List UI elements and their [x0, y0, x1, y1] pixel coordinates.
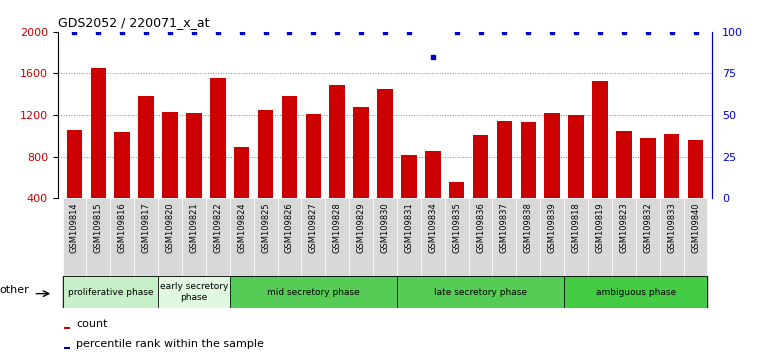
- Bar: [330, 85, 345, 198]
- FancyBboxPatch shape: [588, 198, 612, 276]
- Bar: [544, 113, 560, 198]
- Bar: [449, 182, 464, 198]
- Bar: [91, 68, 106, 198]
- Text: GSM109815: GSM109815: [94, 202, 103, 253]
- Bar: [592, 81, 608, 198]
- FancyBboxPatch shape: [110, 198, 134, 276]
- Bar: [377, 89, 393, 198]
- FancyBboxPatch shape: [541, 198, 564, 276]
- FancyBboxPatch shape: [349, 198, 373, 276]
- Text: GSM109836: GSM109836: [476, 202, 485, 253]
- Bar: [186, 113, 202, 198]
- FancyBboxPatch shape: [229, 198, 253, 276]
- Bar: [353, 107, 369, 198]
- FancyBboxPatch shape: [86, 198, 110, 276]
- Text: ambiguous phase: ambiguous phase: [596, 287, 676, 297]
- Text: GSM109837: GSM109837: [500, 202, 509, 253]
- FancyBboxPatch shape: [325, 198, 349, 276]
- Text: count: count: [76, 319, 108, 329]
- Bar: [282, 96, 297, 198]
- Bar: [640, 138, 655, 198]
- Bar: [521, 122, 536, 198]
- FancyBboxPatch shape: [62, 198, 86, 276]
- Text: GSM109838: GSM109838: [524, 202, 533, 253]
- Text: GSM109823: GSM109823: [619, 202, 628, 253]
- FancyBboxPatch shape: [564, 276, 708, 308]
- Text: mid secretory phase: mid secretory phase: [267, 287, 360, 297]
- FancyBboxPatch shape: [158, 276, 229, 308]
- Text: late secretory phase: late secretory phase: [434, 287, 527, 297]
- FancyBboxPatch shape: [564, 198, 588, 276]
- Bar: [306, 114, 321, 198]
- Text: GSM109831: GSM109831: [404, 202, 413, 253]
- Text: GSM109827: GSM109827: [309, 202, 318, 253]
- Text: GSM109816: GSM109816: [118, 202, 127, 253]
- FancyBboxPatch shape: [206, 198, 229, 276]
- Bar: [616, 131, 631, 198]
- Text: GSM109830: GSM109830: [380, 202, 390, 253]
- Text: GSM109814: GSM109814: [70, 202, 79, 253]
- Bar: [425, 152, 440, 198]
- Bar: [65, 347, 70, 349]
- Bar: [67, 130, 82, 198]
- Text: GSM109817: GSM109817: [142, 202, 151, 253]
- FancyBboxPatch shape: [469, 198, 493, 276]
- Text: GSM109822: GSM109822: [213, 202, 223, 253]
- Text: GSM109818: GSM109818: [571, 202, 581, 253]
- Bar: [473, 135, 488, 198]
- Text: GSM109832: GSM109832: [643, 202, 652, 253]
- FancyBboxPatch shape: [134, 198, 158, 276]
- FancyBboxPatch shape: [493, 198, 517, 276]
- Text: GSM109829: GSM109829: [357, 202, 366, 253]
- FancyBboxPatch shape: [301, 198, 325, 276]
- FancyBboxPatch shape: [158, 198, 182, 276]
- FancyBboxPatch shape: [684, 198, 708, 276]
- Bar: [568, 115, 584, 198]
- Text: GSM109840: GSM109840: [691, 202, 700, 253]
- Bar: [258, 110, 273, 198]
- Text: GSM109835: GSM109835: [452, 202, 461, 253]
- Text: GDS2052 / 220071_x_at: GDS2052 / 220071_x_at: [58, 16, 209, 29]
- FancyBboxPatch shape: [636, 198, 660, 276]
- Text: GSM109828: GSM109828: [333, 202, 342, 253]
- FancyBboxPatch shape: [660, 198, 684, 276]
- Bar: [139, 96, 154, 198]
- Bar: [664, 134, 679, 198]
- FancyBboxPatch shape: [397, 276, 564, 308]
- FancyBboxPatch shape: [445, 198, 469, 276]
- Bar: [115, 132, 130, 198]
- Bar: [401, 155, 417, 198]
- Bar: [162, 112, 178, 198]
- Text: GSM109839: GSM109839: [547, 202, 557, 253]
- Text: other: other: [0, 285, 29, 296]
- Text: percentile rank within the sample: percentile rank within the sample: [76, 339, 264, 349]
- Text: GSM109820: GSM109820: [166, 202, 175, 253]
- FancyBboxPatch shape: [277, 198, 301, 276]
- Text: GSM109833: GSM109833: [667, 202, 676, 253]
- FancyBboxPatch shape: [253, 198, 277, 276]
- FancyBboxPatch shape: [62, 276, 158, 308]
- Text: GSM109825: GSM109825: [261, 202, 270, 253]
- Text: GSM109826: GSM109826: [285, 202, 294, 253]
- Text: GSM109834: GSM109834: [428, 202, 437, 253]
- FancyBboxPatch shape: [397, 198, 421, 276]
- Text: GSM109821: GSM109821: [189, 202, 199, 253]
- Text: GSM109824: GSM109824: [237, 202, 246, 253]
- Text: early secretory
phase: early secretory phase: [159, 282, 228, 302]
- Bar: [688, 140, 703, 198]
- FancyBboxPatch shape: [373, 198, 397, 276]
- Bar: [497, 121, 512, 198]
- FancyBboxPatch shape: [517, 198, 541, 276]
- Bar: [234, 147, 249, 198]
- FancyBboxPatch shape: [229, 276, 397, 308]
- FancyBboxPatch shape: [182, 198, 206, 276]
- FancyBboxPatch shape: [421, 198, 445, 276]
- Text: GSM109819: GSM109819: [595, 202, 604, 253]
- Text: proliferative phase: proliferative phase: [68, 287, 153, 297]
- FancyBboxPatch shape: [612, 198, 636, 276]
- Bar: [210, 78, 226, 198]
- Bar: [65, 327, 70, 329]
